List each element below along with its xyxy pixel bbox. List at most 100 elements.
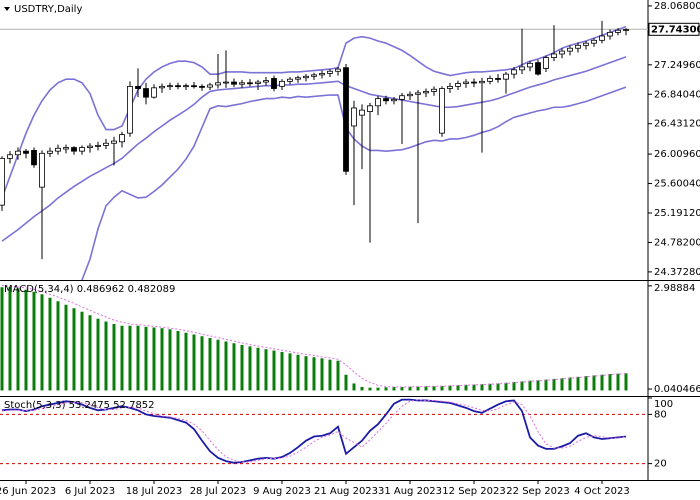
macd-bar xyxy=(168,329,172,391)
macd-bar xyxy=(152,327,156,391)
macd-bar xyxy=(120,325,124,391)
candle-body xyxy=(439,88,445,134)
candle-body xyxy=(151,87,157,98)
macd-bar xyxy=(280,351,284,391)
macd-bar xyxy=(520,381,524,391)
x-tick-label: 22 Sep 2023 xyxy=(506,486,569,497)
macd-bar xyxy=(624,373,628,391)
macd-bar xyxy=(24,289,28,391)
x-tick-label: 18 Jul 2023 xyxy=(126,486,183,497)
macd-bar xyxy=(296,354,300,391)
candle-body xyxy=(327,70,333,74)
candle-body xyxy=(431,88,437,92)
candle-body xyxy=(287,78,293,82)
candle-body xyxy=(127,85,133,134)
candle-body xyxy=(319,73,325,76)
candle-body xyxy=(39,152,45,188)
macd-bar xyxy=(400,386,404,391)
macd-bar xyxy=(576,376,580,391)
candle-body xyxy=(191,85,197,88)
macd-bar xyxy=(384,387,388,391)
candle-body xyxy=(183,85,189,88)
candle-body xyxy=(159,85,165,89)
candle-body xyxy=(375,98,381,107)
signal-line xyxy=(1,284,627,388)
y-tick-label: 26.43120 xyxy=(654,119,700,130)
macd-bar xyxy=(528,380,532,391)
macd-bar xyxy=(112,323,116,391)
macd-bar xyxy=(552,378,556,391)
candle-body xyxy=(279,80,285,87)
macd-bar xyxy=(360,386,364,391)
macd-bar xyxy=(72,308,76,391)
macd-bar xyxy=(408,386,412,391)
macd-bar xyxy=(144,326,148,391)
candle-body xyxy=(199,85,205,88)
macd-bar xyxy=(160,328,164,391)
candle-body xyxy=(63,147,69,150)
candle-body xyxy=(543,57,549,69)
candle-body xyxy=(143,88,149,98)
candle-body xyxy=(599,35,605,41)
x-tick-label: 21 Aug 2023 xyxy=(314,486,378,497)
menu-arrow[interactable] xyxy=(4,7,10,11)
candle-body xyxy=(591,39,597,44)
y-tick-label: 100 xyxy=(654,399,673,410)
candle-body xyxy=(479,80,485,84)
candle-body xyxy=(87,145,93,148)
candle-body xyxy=(119,134,125,143)
indicator-title: Stoch(5,3,3) 53.2475 52.7852 xyxy=(4,400,155,411)
macd-bar xyxy=(64,304,68,391)
y-tick-label: 27.24960 xyxy=(654,60,700,71)
macd-bar xyxy=(544,379,548,391)
candle-body xyxy=(487,78,493,82)
candle-body xyxy=(47,150,53,154)
macd-bar xyxy=(616,373,620,391)
candle-body xyxy=(79,147,85,152)
candle-body xyxy=(95,144,101,147)
candle-body xyxy=(455,83,461,87)
candle-body xyxy=(111,140,117,144)
candle-body xyxy=(255,81,261,84)
macd-bar xyxy=(496,383,500,391)
bollinger-band xyxy=(1,56,627,242)
candle-body xyxy=(559,50,565,55)
x-tick-label: 28 Jul 2023 xyxy=(190,486,247,497)
macd-bar xyxy=(584,376,588,391)
macd-bar xyxy=(608,374,612,391)
candle-body xyxy=(335,68,341,72)
candle-body xyxy=(215,82,221,86)
macd-bar xyxy=(448,385,452,391)
candle-body xyxy=(391,98,397,102)
candle-body xyxy=(103,142,109,146)
candle-body xyxy=(15,150,21,156)
candle-body xyxy=(223,81,229,84)
macd-bar xyxy=(424,386,428,391)
macd-bar xyxy=(536,380,540,391)
macd-bar xyxy=(472,384,476,391)
macd-bar xyxy=(0,287,4,391)
current-price-box xyxy=(648,22,700,36)
stochastic-line xyxy=(1,399,627,463)
x-tick-label: 12 Sep 2023 xyxy=(442,486,505,497)
candle-body xyxy=(23,150,29,154)
macd-bar xyxy=(200,336,204,391)
candle-body xyxy=(231,81,237,85)
candle-body xyxy=(471,81,477,84)
candle-body xyxy=(55,147,61,152)
x-tick-label: 6 Jul 2023 xyxy=(65,486,115,497)
macd-bar xyxy=(104,321,108,391)
macd-bar xyxy=(456,385,460,391)
macd-bar xyxy=(368,387,372,391)
candle-body xyxy=(583,42,589,46)
candle-body xyxy=(175,85,181,88)
candle-body xyxy=(383,98,389,102)
candle-body xyxy=(71,147,77,152)
candle-body xyxy=(271,78,277,89)
current-price-label: 27.74300 xyxy=(651,24,700,35)
macd-bar xyxy=(272,350,276,391)
macd-bar xyxy=(392,386,396,391)
macd-bar xyxy=(344,374,348,391)
macd-bar xyxy=(96,318,100,391)
macd-bar xyxy=(208,337,212,391)
